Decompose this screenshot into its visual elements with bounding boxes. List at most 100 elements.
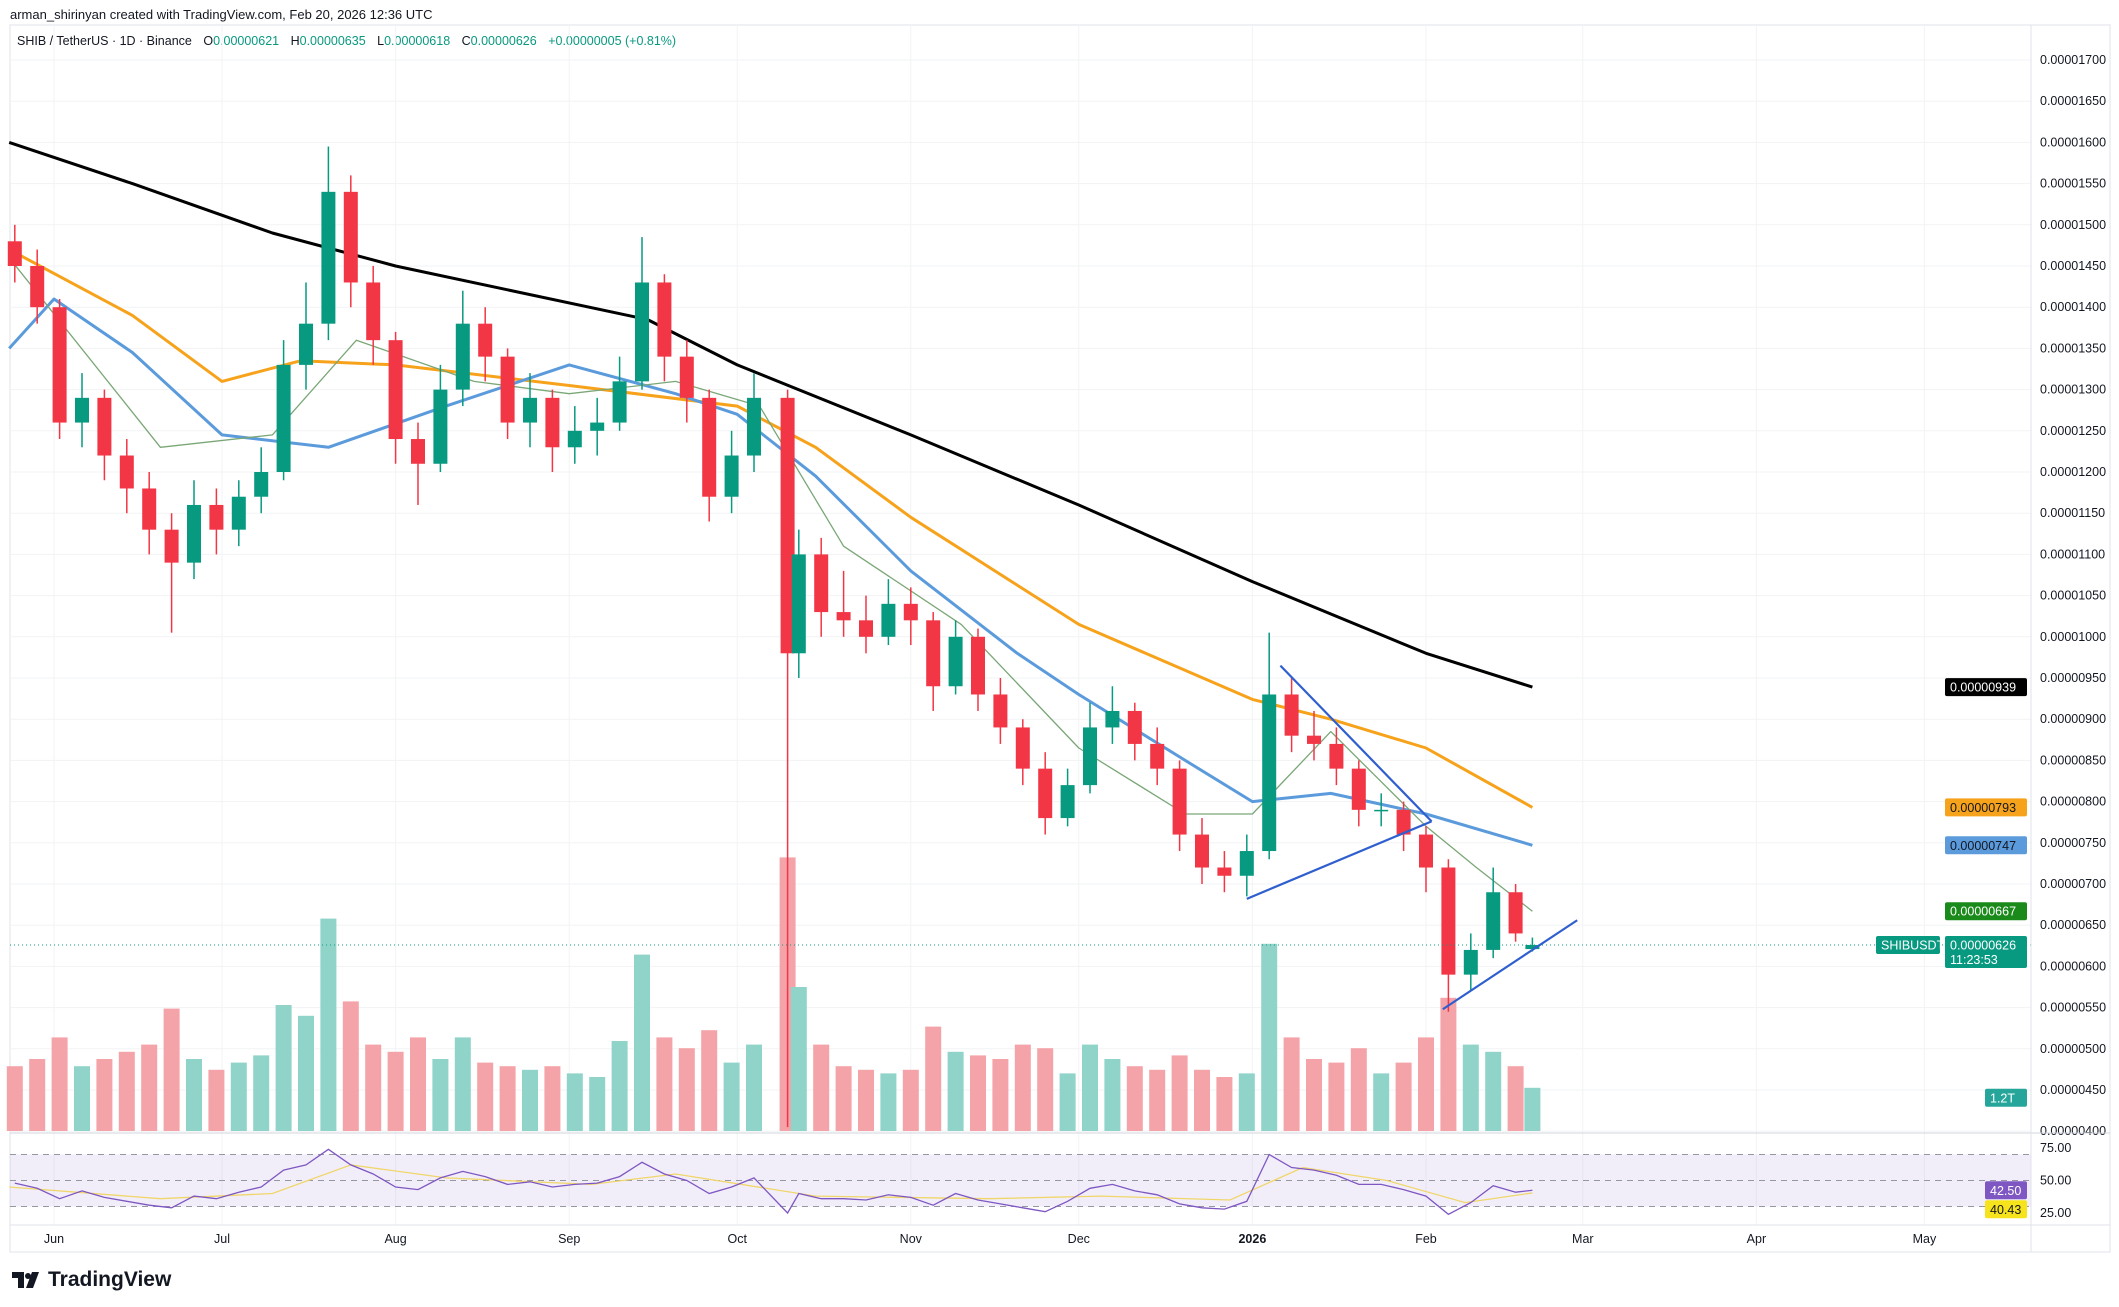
candle-body bbox=[1486, 892, 1501, 950]
candle-body bbox=[75, 397, 89, 423]
volume-bar bbox=[723, 1062, 740, 1131]
price-tick-label: 0.00001400 bbox=[2040, 300, 2106, 314]
rsi-ma-line bbox=[9, 1164, 1533, 1204]
symbol-title[interactable]: SHIB / TetherUS · 1D · Binance bbox=[17, 34, 192, 48]
volume-bar bbox=[611, 1041, 628, 1131]
candle-body bbox=[187, 504, 201, 563]
candle-body bbox=[52, 307, 67, 423]
candle-body bbox=[993, 694, 1008, 728]
candle-body bbox=[478, 323, 493, 357]
candle-body bbox=[1060, 785, 1075, 819]
candle-body bbox=[231, 496, 246, 530]
chart-credit: arman_shirinyan created with TradingView… bbox=[10, 7, 433, 22]
candle-body bbox=[612, 381, 627, 423]
candle-body bbox=[1172, 768, 1187, 835]
time-tick-label: Apr bbox=[1747, 1232, 1766, 1246]
candle-body bbox=[590, 422, 605, 431]
volume-bar bbox=[208, 1069, 225, 1131]
low-value: 0.00000618 bbox=[384, 34, 451, 48]
candle-body bbox=[859, 620, 873, 637]
volume-bar bbox=[1283, 1037, 1300, 1131]
volume-badge-bg bbox=[1985, 1088, 2027, 1107]
tradingview-logo[interactable]: TradingView bbox=[12, 1268, 171, 1292]
volume-bar bbox=[1395, 1062, 1412, 1131]
volume-bars bbox=[6, 857, 1541, 1131]
volume-bar bbox=[1524, 1087, 1541, 1131]
close-label: C bbox=[461, 34, 471, 48]
volume-bar bbox=[365, 1044, 382, 1131]
volume-bar bbox=[6, 1066, 23, 1131]
time-tick-label: Oct bbox=[727, 1232, 747, 1246]
volume-bar bbox=[387, 1051, 404, 1131]
candle-body bbox=[724, 455, 739, 497]
volume-bar bbox=[432, 1059, 449, 1131]
candle-body bbox=[791, 554, 806, 654]
volume-bar bbox=[678, 1048, 695, 1131]
volume-bar bbox=[701, 1030, 718, 1131]
ma-value-badge-bg bbox=[1945, 902, 2027, 921]
volume-bar bbox=[656, 1037, 673, 1131]
candle-body bbox=[903, 603, 918, 621]
volume-bar bbox=[947, 1051, 964, 1131]
candle-body bbox=[321, 191, 336, 324]
volume-bar bbox=[51, 1037, 68, 1131]
volume-bar bbox=[410, 1037, 426, 1131]
price-tick-label: 0.00000800 bbox=[2040, 795, 2106, 809]
time-tick-label: Jul bbox=[214, 1232, 230, 1246]
volume-bar bbox=[1082, 1044, 1098, 1131]
volume-bar bbox=[544, 1066, 561, 1131]
volume-bar bbox=[275, 1005, 292, 1131]
price-tick-label: 0.00000550 bbox=[2040, 1001, 2106, 1015]
rsi-value-badge-bg bbox=[1985, 1181, 2027, 1200]
volume-badge: 1.2T bbox=[1990, 1091, 2015, 1105]
volume-bar bbox=[790, 987, 807, 1131]
candle-body bbox=[1374, 809, 1389, 812]
volume-bar bbox=[141, 1044, 158, 1131]
logo-text: TradingView bbox=[48, 1268, 172, 1291]
ma-value-badge-bg bbox=[1945, 678, 2027, 697]
time-tick-label: May bbox=[1913, 1232, 1937, 1246]
candle-body bbox=[30, 266, 45, 308]
trendline bbox=[1246, 820, 1433, 900]
volume-bar bbox=[1014, 1044, 1031, 1131]
candle-body bbox=[747, 397, 761, 456]
candle-body bbox=[1239, 851, 1254, 876]
trendline bbox=[1442, 919, 1578, 1011]
candle-body bbox=[343, 191, 358, 283]
volume-bar bbox=[1485, 1051, 1502, 1131]
volume-bar bbox=[1462, 1044, 1479, 1131]
ma-value-badge: 0.00000747 bbox=[1950, 839, 2016, 853]
ma-value-badge: 0.00000793 bbox=[1950, 801, 2016, 815]
price-tick-label: 0.00000400 bbox=[2040, 1124, 2106, 1138]
price-tick-label: 0.00001100 bbox=[2040, 547, 2105, 561]
candles bbox=[7, 146, 2031, 1128]
price-tick-label: 0.00001300 bbox=[2040, 383, 2106, 397]
last-price-badge-bg bbox=[1945, 935, 2027, 968]
price-tick-label: 0.00001200 bbox=[2040, 465, 2106, 479]
candle-body bbox=[1396, 809, 1411, 835]
candle-body bbox=[388, 340, 403, 440]
candle-body bbox=[657, 282, 672, 357]
trendline bbox=[1279, 664, 1433, 823]
moving-average-line bbox=[8, 257, 1533, 912]
volume-bar bbox=[1507, 1066, 1524, 1131]
volume-bar bbox=[566, 1073, 583, 1131]
volume-bar bbox=[1373, 1073, 1390, 1131]
volume-bar bbox=[902, 1069, 919, 1131]
time-tick-label: Dec bbox=[1068, 1232, 1090, 1246]
volume-bar bbox=[970, 1055, 986, 1131]
candle-body bbox=[1150, 743, 1165, 769]
candle-body bbox=[702, 397, 717, 497]
change-value: +0.00000005 (+0.81%) bbox=[548, 34, 677, 48]
price-tick-label: 0.00000900 bbox=[2040, 712, 2106, 726]
trendlines[interactable] bbox=[1246, 664, 1578, 1011]
moving-average-line bbox=[8, 248, 1534, 809]
candle-body bbox=[299, 323, 313, 365]
high-label: H bbox=[290, 34, 300, 48]
rsi-line bbox=[14, 1148, 1533, 1216]
open-label: O bbox=[203, 34, 214, 48]
last-price-badge: 0.00000626 bbox=[1950, 938, 2016, 952]
candle-body bbox=[814, 554, 829, 613]
time-tick-label: 2026 bbox=[1238, 1232, 1266, 1246]
